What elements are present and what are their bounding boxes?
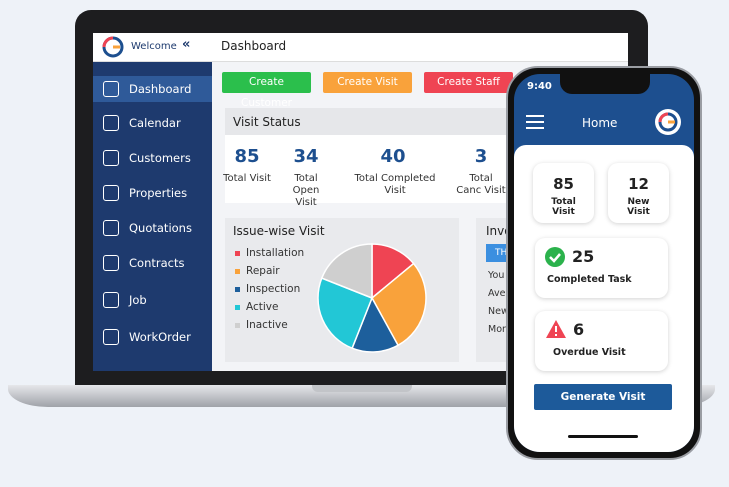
sidebar-icon <box>103 81 119 97</box>
completed-label: Completed Task <box>547 274 632 285</box>
overdue-value: 6 <box>573 320 585 339</box>
sidebar-icon <box>103 115 119 131</box>
sidebar-icon <box>103 329 119 345</box>
invoice-row: More <box>488 324 512 335</box>
card-label: New Visit <box>627 197 650 217</box>
active-item-bg <box>93 76 212 102</box>
sidebar-icon <box>103 292 119 308</box>
sidebar-item[interactable]: WorkOrder <box>93 324 212 350</box>
welcome-text: Welcome <box>131 41 177 52</box>
sidebar-item[interactable]: Dashboard <box>93 76 212 102</box>
collapse-icon[interactable]: « <box>182 37 191 52</box>
stat-item: 85 Total Visit <box>204 146 290 185</box>
sidebar <box>93 62 212 371</box>
laptop-notch <box>312 385 412 392</box>
top-header <box>93 33 628 62</box>
legend-swatch <box>235 269 240 274</box>
pie-slice <box>371 262 427 347</box>
sidebar-item[interactable]: Properties <box>93 180 212 206</box>
warning-icon <box>546 320 566 338</box>
legend-swatch <box>235 305 240 310</box>
sidebar-item[interactable]: Contracts <box>93 250 212 276</box>
card-label: Total Visit <box>551 197 576 217</box>
overdue-card <box>535 311 668 371</box>
stat-item: 3 Total Canc Visit <box>438 146 524 197</box>
home-indicator <box>568 435 638 438</box>
card-value: 12 <box>628 175 649 193</box>
sidebar-icon <box>103 220 119 236</box>
phone-notch <box>560 74 650 94</box>
invoice-title: Invo <box>486 224 512 238</box>
legend-swatch <box>235 323 240 328</box>
legend-item: Inspection <box>235 283 300 295</box>
sidebar-item[interactable]: Job <box>93 287 212 313</box>
create-staff-button[interactable]: Create Staff <box>424 72 513 93</box>
visit-status-title: Visit Status <box>233 115 301 129</box>
stat-value: 34 <box>293 146 319 167</box>
sidebar-icon <box>103 185 119 201</box>
sidebar-item[interactable]: Quotations <box>93 215 212 241</box>
sidebar-item[interactable]: Customers <box>93 145 212 171</box>
logo <box>102 36 124 58</box>
generate-visit-button[interactable]: Generate Visit <box>534 384 672 410</box>
stat-label: Total Canc Visit <box>456 173 506 196</box>
stat-item: 40 Total Completed Visit <box>350 146 436 197</box>
visit-status-header <box>225 108 515 135</box>
stat-value: 3 <box>474 146 488 167</box>
create-customer-button[interactable]: Create Customer <box>222 72 311 109</box>
legend-item: Installation <box>235 247 304 259</box>
stat-value: 85 <box>234 146 260 167</box>
stat-label: Total Completed Visit <box>354 173 436 196</box>
overdue-label: Overdue Visit <box>553 347 626 358</box>
card-value: 85 <box>553 175 574 193</box>
legend-swatch <box>235 251 240 256</box>
completed-value: 25 <box>572 247 595 266</box>
sidebar-icon <box>103 150 119 166</box>
invoice-row: New <box>488 306 509 317</box>
stat-value: 40 <box>380 146 406 167</box>
total-visit-card <box>533 163 594 223</box>
invoice-row: Aver <box>488 288 510 299</box>
stat-label: Total Open Visit <box>292 173 320 208</box>
phone-logo <box>655 109 681 135</box>
issue-title: Issue-wise Visit <box>233 224 325 238</box>
legend-item: Repair <box>235 265 280 277</box>
new-visit-card <box>608 163 669 223</box>
stat-label: Total Visit <box>223 173 271 184</box>
stat-item: 34 Total Open Visit <box>263 146 349 209</box>
check-icon <box>545 247 565 267</box>
pie-slice <box>320 243 373 300</box>
invoice-row: You <box>488 270 505 281</box>
legend-item: Active <box>235 301 278 313</box>
create-visit-button[interactable]: Create Visit <box>323 72 412 93</box>
phone-time: 9:40 <box>527 81 552 92</box>
pie-chart <box>317 243 427 353</box>
legend-item: Inactive <box>235 319 288 331</box>
menu-icon[interactable] <box>526 115 544 129</box>
phone-title: Home <box>582 116 618 130</box>
sidebar-item[interactable]: Calendar <box>93 110 212 136</box>
page-title: Dashboard <box>221 39 287 53</box>
sidebar-icon <box>103 255 119 271</box>
pie-slice <box>317 277 373 350</box>
legend-swatch <box>235 287 240 292</box>
